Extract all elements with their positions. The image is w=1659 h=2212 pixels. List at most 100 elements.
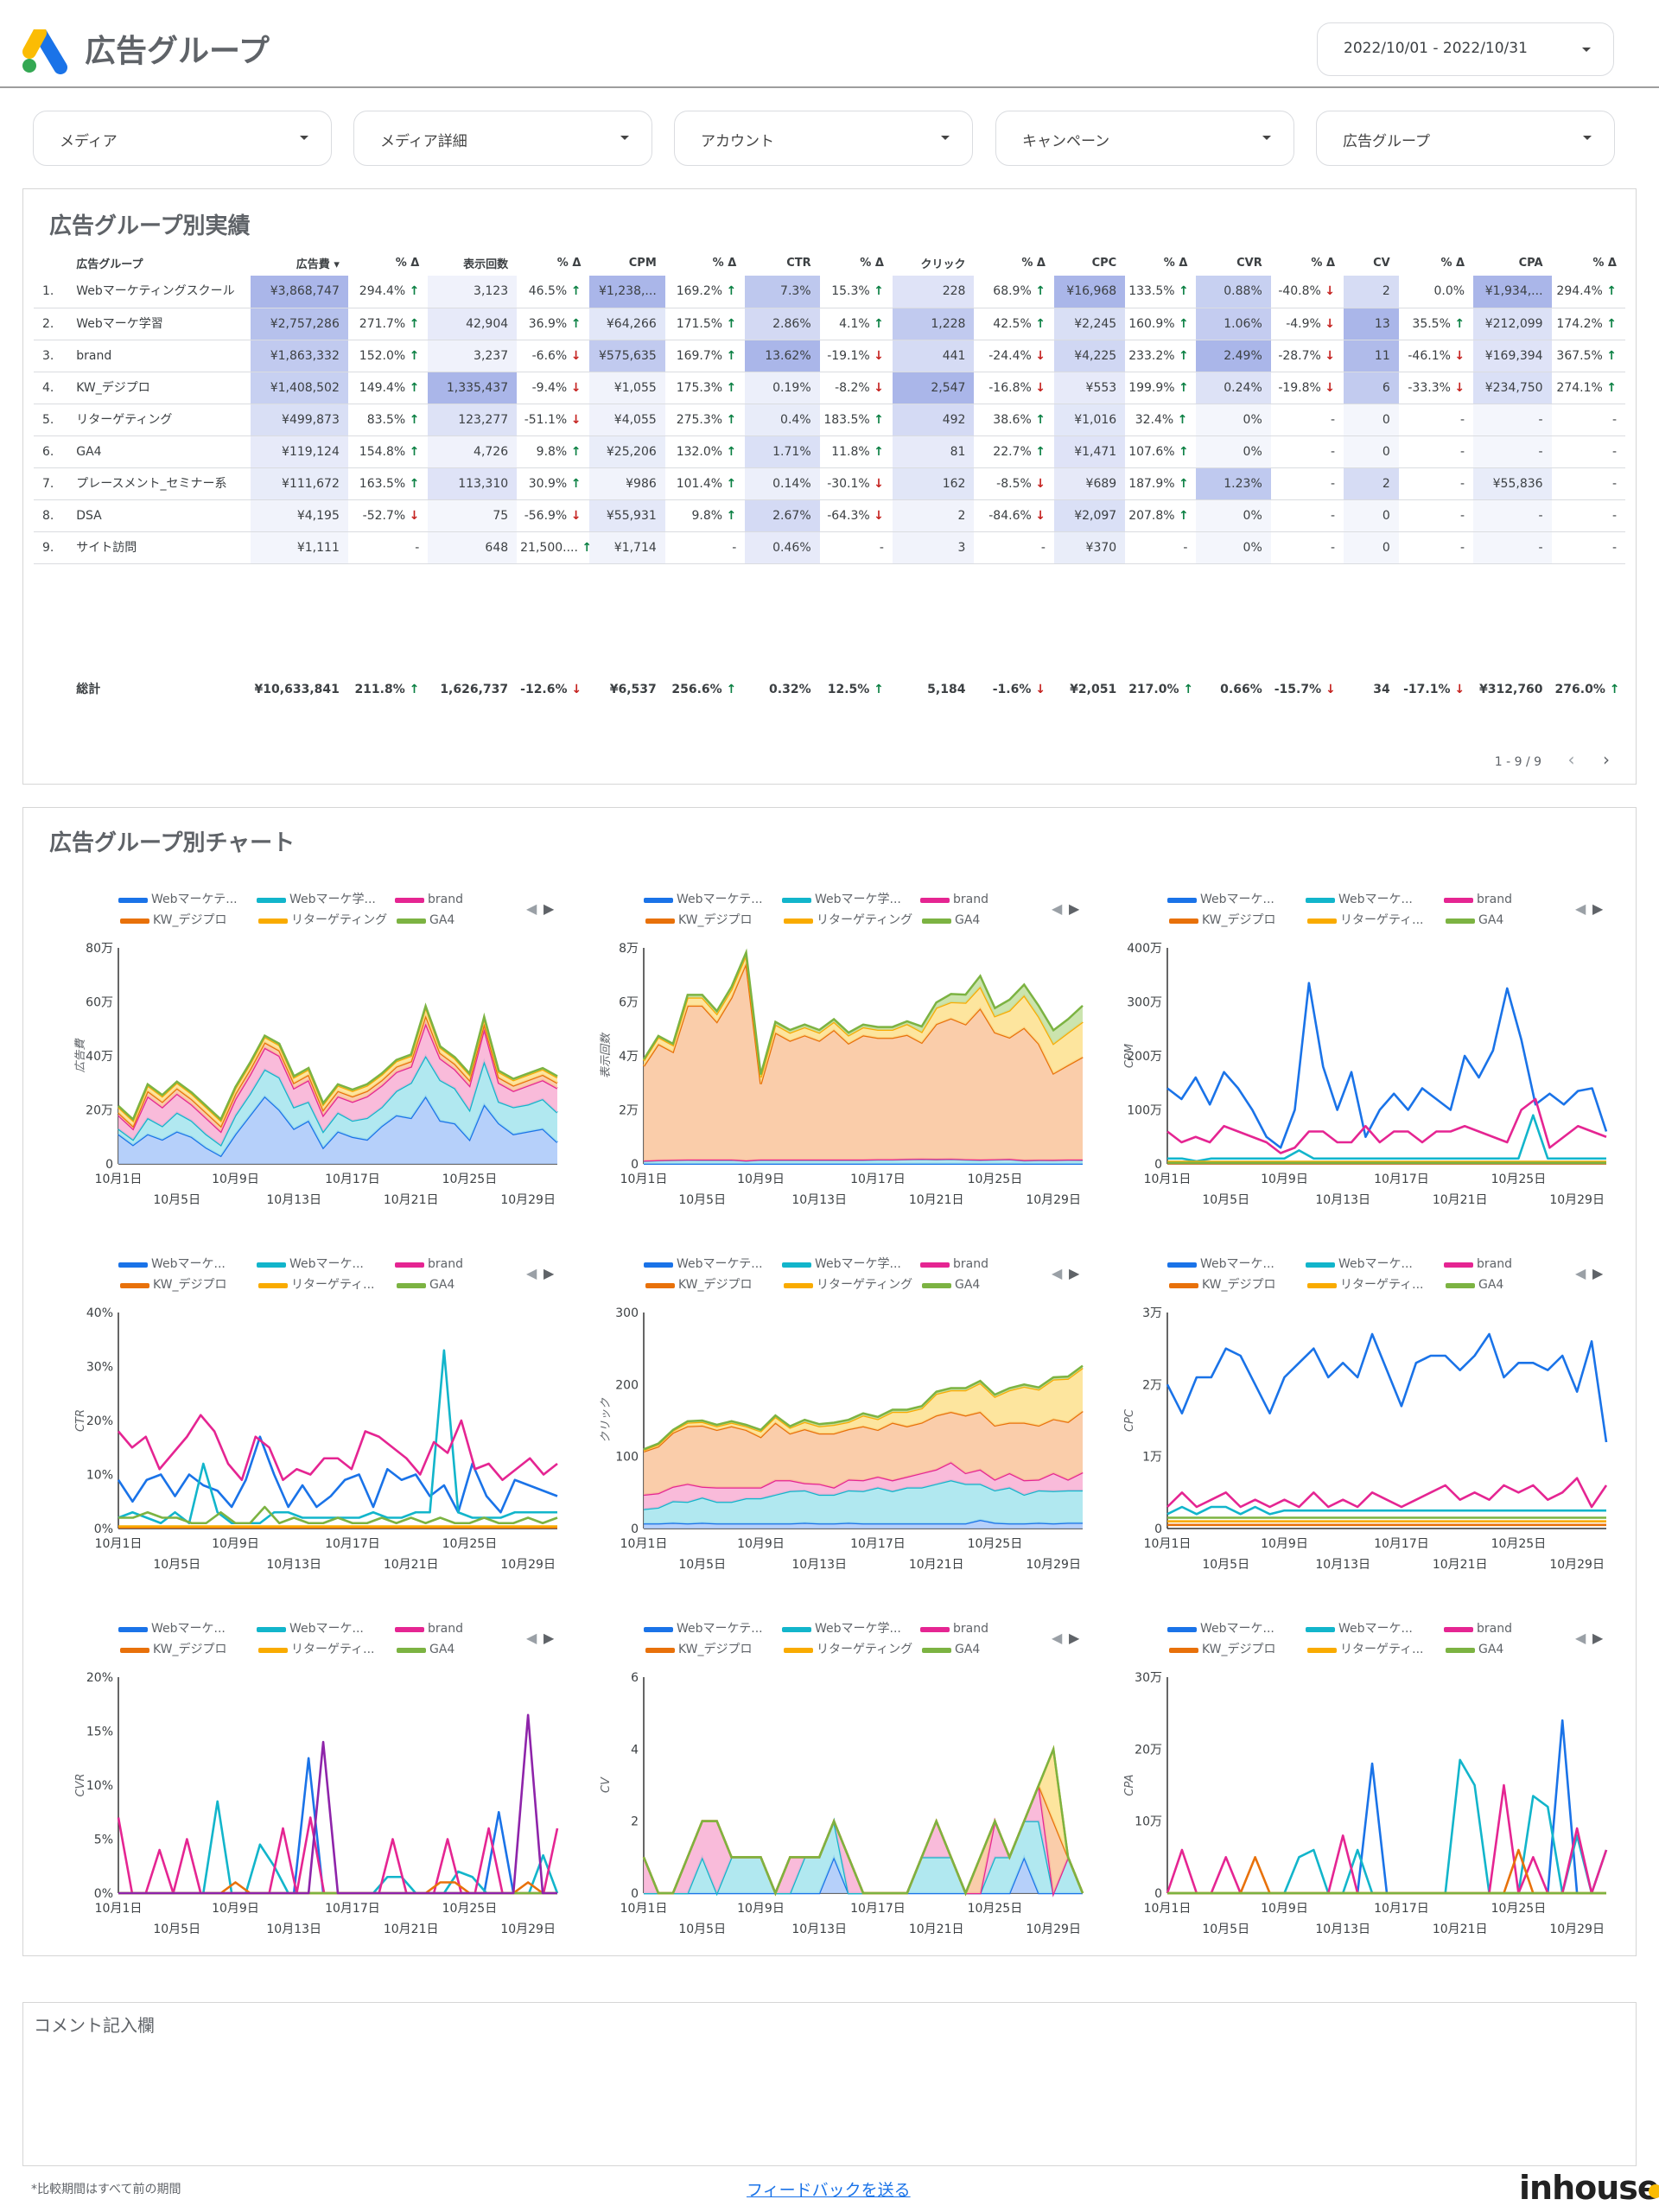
area-series[interactable] bbox=[644, 955, 1083, 1084]
legend-swatch bbox=[782, 898, 811, 903]
table-row[interactable]: 6. GA4 ¥119,124 154.8% ↑ 4,726 9.8% ↑ ¥25,206 1… bbox=[34, 435, 1625, 468]
legend-next-icon[interactable]: ▶ bbox=[543, 1265, 555, 1281]
legend-label: GA4 bbox=[1478, 1278, 1503, 1292]
line-series[interactable] bbox=[1166, 1477, 1608, 1509]
table-header-13[interactable]: CVR bbox=[1236, 256, 1262, 270]
legend-next-icon[interactable]: ▶ bbox=[1069, 900, 1080, 917]
filter-campaign[interactable]: キャンペーン bbox=[995, 111, 1294, 166]
table-cell: - bbox=[1473, 531, 1552, 564]
line-series[interactable] bbox=[1166, 1332, 1608, 1443]
prev-page-icon[interactable]: ‹ bbox=[1567, 749, 1575, 770]
legend-prev-icon[interactable]: ◀ bbox=[526, 1265, 537, 1281]
table-cell: 1.06% bbox=[1196, 308, 1271, 340]
table-row[interactable]: 1. Webマーケティングスクール ¥3,868,747 294.4% ↑ 3,123 4… bbox=[34, 276, 1625, 308]
filter-media[interactable]: メディア bbox=[33, 111, 332, 166]
filter-adgroup[interactable]: 広告グループ bbox=[1316, 111, 1615, 166]
table-row[interactable]: 8. DSA ¥4,195 -52.7% ↓ 75 -56.9% ↓ ¥55,931 9.8%… bbox=[34, 499, 1625, 532]
table-header-7[interactable]: CTR bbox=[786, 256, 811, 270]
chart-5: Webマーケテ... Webマーケ学... brand KW_デジプロ リターゲティング… bbox=[600, 1257, 1084, 1572]
legend-next-icon[interactable]: ▶ bbox=[543, 900, 555, 917]
chart-9: Webマーケ... Webマーケ... brand KW_デジプロ リターゲティ... G… bbox=[1123, 1622, 1608, 1936]
table-cell: 68.9% ↑ bbox=[974, 276, 1054, 308]
table-header-0[interactable]: 広告グループ bbox=[76, 257, 143, 271]
line-series[interactable] bbox=[118, 1349, 557, 1525]
table-cell: ¥1,055 bbox=[589, 372, 665, 404]
feedback-link[interactable]: フィードバックを送る bbox=[747, 2181, 911, 2200]
table-header-12[interactable]: % Δ bbox=[1163, 256, 1188, 270]
table-header-15[interactable]: CV bbox=[1373, 256, 1390, 270]
legend-next-icon[interactable]: ▶ bbox=[1069, 1265, 1080, 1281]
area-series[interactable] bbox=[644, 1785, 1083, 1893]
legend-label: KW_デジプロ bbox=[678, 912, 753, 927]
x-tick-label: 10月13日 bbox=[266, 1923, 321, 1936]
table-row[interactable]: 7. プレースメント_セミナー系 ¥111,672 163.5% ↑ 113,310 30… bbox=[34, 467, 1625, 500]
filter-account[interactable]: アカウント bbox=[674, 111, 973, 166]
line-series[interactable] bbox=[1166, 1505, 1606, 1516]
date-range-picker[interactable]: 2022/10/01 - 2022/10/31 bbox=[1317, 22, 1614, 76]
area-series[interactable] bbox=[644, 1462, 1083, 1510]
line-series[interactable] bbox=[118, 1414, 558, 1482]
legend-next-icon[interactable]: ▶ bbox=[543, 1630, 555, 1646]
line-series[interactable] bbox=[1166, 1097, 1607, 1154]
legend-swatch bbox=[257, 1262, 286, 1268]
line-series[interactable] bbox=[1166, 982, 1608, 1149]
table-header-16[interactable]: % Δ bbox=[1440, 256, 1465, 270]
table-header-1[interactable]: 広告費 ▾ bbox=[296, 257, 340, 271]
table-row[interactable]: 5. リターゲティング ¥499,873 83.5% ↑ 123,277 -51.1% ↓… bbox=[34, 404, 1625, 436]
legend-prev-icon[interactable]: ◀ bbox=[1575, 900, 1586, 917]
line-series[interactable] bbox=[117, 1435, 558, 1514]
legend-next-icon[interactable]: ▶ bbox=[1592, 1265, 1604, 1281]
line-series[interactable] bbox=[118, 1713, 557, 1895]
table-row[interactable]: 3. brand ¥1,863,332 152.0% ↑ 3,237 -6.6% ↓ ¥57… bbox=[34, 340, 1625, 372]
line-series[interactable] bbox=[118, 1505, 558, 1525]
table-cell: 0.14% bbox=[745, 467, 820, 500]
area-series[interactable] bbox=[644, 952, 1083, 1077]
table-row[interactable]: 2. Webマーケ学習 ¥2,757,286 271.7% ↑ 42,904 36.9% … bbox=[34, 308, 1625, 340]
legend-next-icon[interactable]: ▶ bbox=[1592, 1630, 1604, 1646]
legend-prev-icon[interactable]: ◀ bbox=[1052, 1630, 1063, 1646]
area-series[interactable] bbox=[118, 1096, 557, 1164]
line-series[interactable] bbox=[118, 1757, 557, 1895]
area-series[interactable] bbox=[644, 963, 1083, 1161]
legend-next-icon[interactable]: ▶ bbox=[1592, 900, 1604, 917]
table-header-11[interactable]: CPC bbox=[1091, 256, 1117, 270]
table-header-4[interactable]: % Δ bbox=[556, 256, 582, 270]
table-header-10[interactable]: % Δ bbox=[1021, 256, 1046, 270]
table-header-2[interactable]: % Δ bbox=[395, 256, 420, 270]
legend-prev-icon[interactable]: ◀ bbox=[1575, 1265, 1586, 1281]
legend-prev-icon[interactable]: ◀ bbox=[1052, 1265, 1063, 1281]
table-header-17[interactable]: CPA bbox=[1518, 256, 1543, 270]
legend-prev-icon[interactable]: ◀ bbox=[1052, 900, 1063, 917]
legend-prev-icon[interactable]: ◀ bbox=[526, 1630, 537, 1646]
x-tick-label: 10月21日 bbox=[1433, 1923, 1488, 1936]
area-series[interactable] bbox=[644, 1480, 1083, 1524]
y-tick-label: 0 bbox=[1154, 1158, 1162, 1172]
table-header-5[interactable]: CPM bbox=[628, 256, 657, 270]
legend-swatch bbox=[784, 918, 813, 924]
line-series[interactable] bbox=[1167, 1114, 1606, 1163]
table-cell: - bbox=[1270, 499, 1344, 532]
table-header-9[interactable]: クリック bbox=[920, 257, 966, 271]
comment-box[interactable]: コメント記入欄 bbox=[22, 2002, 1637, 2166]
legend-next-icon[interactable]: ▶ bbox=[1069, 1630, 1080, 1646]
table-header-8[interactable]: % Δ bbox=[860, 256, 884, 270]
x-tick-label: 10月17日 bbox=[1374, 1902, 1429, 1916]
x-tick-label: 10月21日 bbox=[909, 1193, 964, 1207]
legend-label: Webマーケテ... bbox=[151, 893, 238, 906]
table-cell: -52.7% ↓ bbox=[347, 499, 429, 532]
table-header-18[interactable]: % Δ bbox=[1592, 256, 1617, 270]
line-series[interactable] bbox=[1167, 1719, 1606, 1895]
table-header-3[interactable]: 表示回数 bbox=[463, 257, 509, 271]
legend-prev-icon[interactable]: ◀ bbox=[526, 900, 537, 917]
legend-prev-icon[interactable]: ◀ bbox=[1575, 1630, 1586, 1646]
table-header-14[interactable]: % Δ bbox=[1311, 256, 1336, 270]
chart-panel: 広告グループ別チャート Webマーケテ... Webマーケ学... brand KW_… bbox=[22, 807, 1637, 1956]
area-series[interactable] bbox=[644, 1821, 1083, 1893]
next-page-icon[interactable]: › bbox=[1603, 749, 1610, 770]
area-series[interactable] bbox=[644, 1411, 1083, 1495]
filter-media-detail[interactable]: メディア詳細 bbox=[353, 111, 652, 166]
table-row[interactable]: 4. KW_デジプロ ¥1,408,502 149.4% ↑ 1,335,437 -9.4… bbox=[34, 372, 1625, 404]
area-series[interactable] bbox=[644, 1368, 1083, 1452]
table-header-6[interactable]: % Δ bbox=[712, 256, 737, 270]
